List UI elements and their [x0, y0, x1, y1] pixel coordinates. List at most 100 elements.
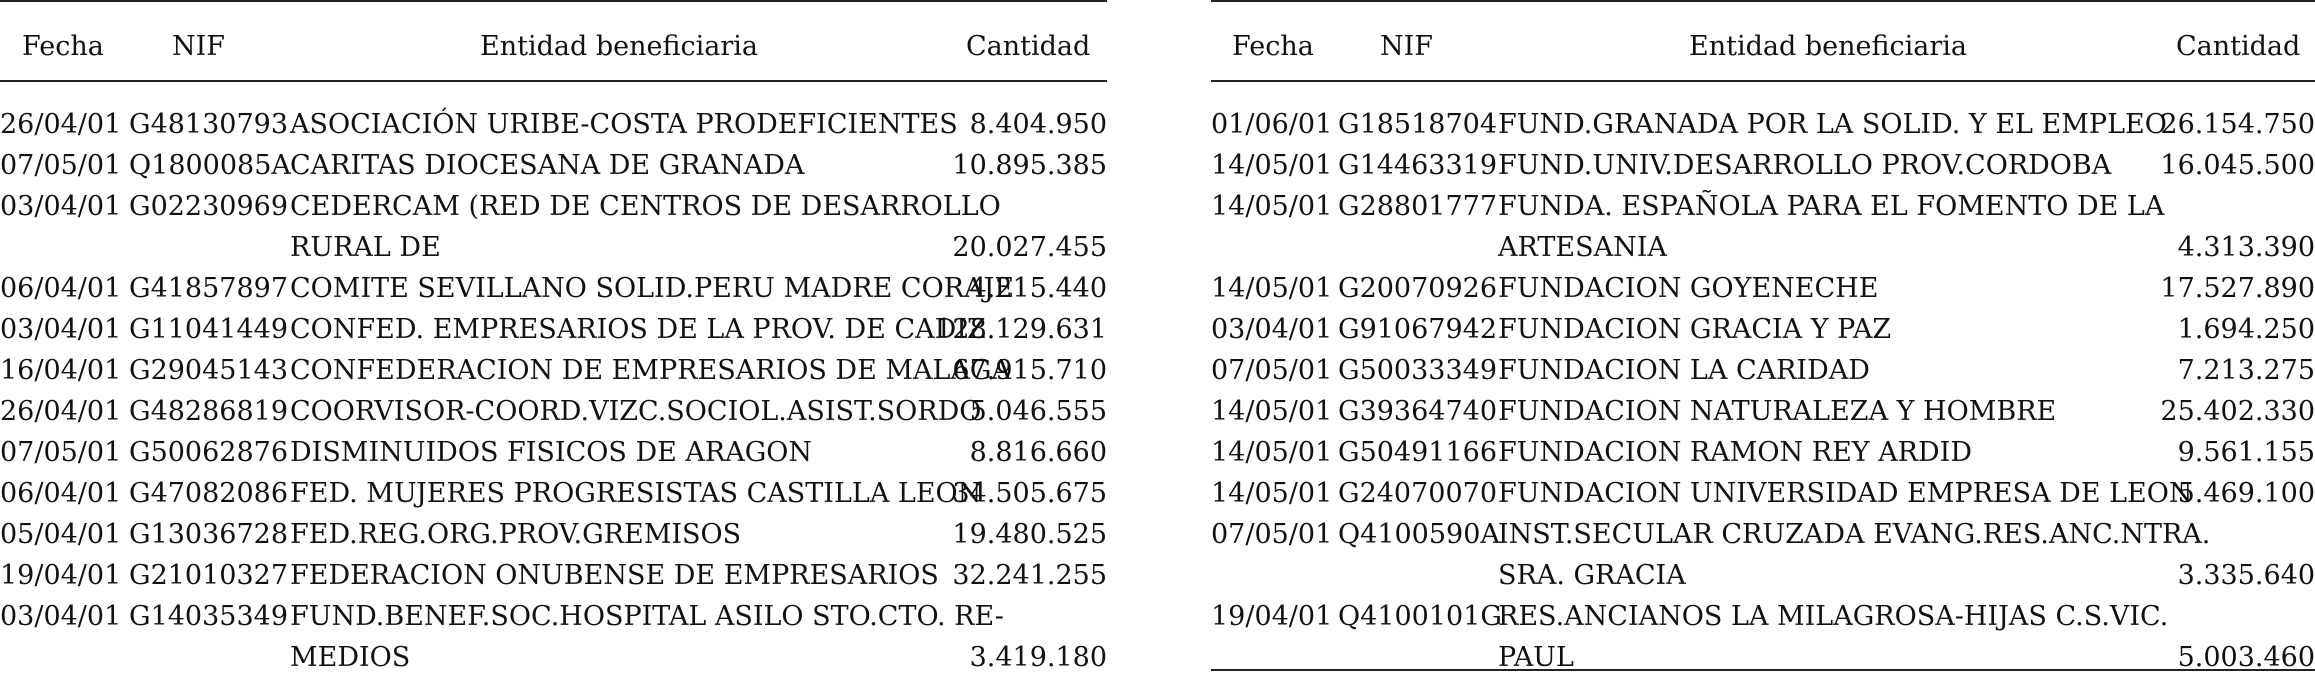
cell-entidad: DISMINUIDOS FISICOS DE ARAGON: [290, 437, 813, 468]
cell-fecha: 16/04/01: [0, 355, 122, 386]
cell-entidad: INST.SECULAR CRUZADA EVANG.RES.ANC.NTRA.: [1498, 519, 2211, 550]
cell-cantidad: 5.003.460: [2177, 642, 2315, 673]
cell-nif: G11041449: [129, 314, 288, 345]
cell-fecha: 19/04/01: [1211, 601, 1333, 632]
cell-cantidad: 1.694.250: [2177, 314, 2315, 345]
cell-nif: G50033349: [1338, 355, 1497, 386]
cell-fecha: 07/05/01: [0, 437, 122, 468]
cell-entidad: FUND.UNIV.DESARROLLO PROV.CORDOBA: [1498, 150, 2112, 181]
cell-cantidad: 34.505.675: [952, 478, 1107, 509]
cell-nif: Q4100101G: [1338, 601, 1502, 632]
cell-fecha: 14/05/01: [1211, 273, 1333, 304]
top-rule: [0, 0, 1107, 2]
cell-entidad: FED. MUJERES PROGRESISTAS CASTILLA LEON: [290, 478, 982, 509]
cell-fecha: 01/06/01: [1211, 109, 1333, 140]
header-entidad: Entidad beneficiaria: [480, 31, 758, 62]
cell-nif: Q1800085A: [129, 150, 291, 181]
cell-cantidad: 17.527.890: [2160, 273, 2315, 304]
cell-fecha: 14/05/01: [1211, 478, 1333, 509]
cell-entidad-continuation: RURAL DE: [290, 232, 441, 263]
cell-fecha: 26/04/01: [0, 109, 122, 140]
cell-entidad: FUNDACION RAMON REY ARDID: [1498, 437, 1972, 468]
cell-nif: G41857897: [129, 273, 288, 304]
cell-nif: G28801777: [1338, 191, 1497, 222]
header-nif: NIF: [172, 31, 226, 62]
header-fecha: Fecha: [22, 31, 104, 62]
cell-entidad: FED.REG.ORG.PROV.GREMISOS: [290, 519, 742, 550]
cell-entidad: FUNDACION NATURALEZA Y HOMBRE: [1498, 396, 2057, 427]
cell-cantidad: 32.241.255: [952, 560, 1107, 591]
cell-entidad: FUNDACION GOYENECHE: [1498, 273, 1879, 304]
cell-cantidad: 7.213.275: [2177, 355, 2315, 386]
cell-nif: G14463319: [1338, 150, 1497, 181]
cell-fecha: 26/04/01: [0, 396, 122, 427]
bottom-rule: [1211, 669, 2315, 671]
cell-cantidad: 19.480.525: [952, 519, 1107, 550]
cell-fecha: 05/04/01: [0, 519, 122, 550]
cell-cantidad: 9.561.155: [2177, 437, 2315, 468]
cell-cantidad: 67.915.710: [952, 355, 1107, 386]
cell-nif: G48286819: [129, 396, 288, 427]
cell-fecha: 19/04/01: [0, 560, 122, 591]
cell-cantidad: 20.027.455: [952, 232, 1107, 263]
cell-cantidad: 10.895.385: [952, 150, 1107, 181]
cell-cantidad: 5.046.555: [969, 396, 1107, 427]
cell-cantidad: 25.402.330: [2160, 396, 2315, 427]
cell-entidad: CONFED. EMPRESARIOS DE LA PROV. DE CADIZ: [290, 314, 986, 345]
cell-cantidad: 8.404.950: [969, 109, 1107, 140]
cell-fecha: 14/05/01: [1211, 191, 1333, 222]
cell-entidad: RES.ANCIANOS LA MILAGROSA-HIJAS C.S.VIC.: [1498, 601, 2169, 632]
cell-fecha: 07/05/01: [1211, 355, 1333, 386]
cell-entidad-continuation: PAUL: [1498, 642, 1574, 673]
header-entidad: Entidad beneficiaria: [1689, 31, 1967, 62]
cell-nif: G21010327: [129, 560, 288, 591]
cell-nif: G20070926: [1338, 273, 1497, 304]
cell-cantidad: 4.313.390: [2177, 232, 2315, 263]
cell-fecha: 03/04/01: [0, 191, 122, 222]
cell-cantidad: 8.816.660: [969, 437, 1107, 468]
cell-fecha: 06/04/01: [0, 478, 122, 509]
cell-nif: G18518704: [1338, 109, 1497, 140]
cell-fecha: 07/05/01: [0, 150, 122, 181]
cell-entidad-continuation: MEDIOS: [290, 642, 411, 673]
cell-fecha: 06/04/01: [0, 273, 122, 304]
cell-entidad: FUNDACION UNIVERSIDAD EMPRESA DE LEON: [1498, 478, 2193, 509]
cell-nif: G02230969: [129, 191, 288, 222]
cell-fecha: 03/04/01: [0, 601, 122, 632]
cell-cantidad: 26.154.750: [2160, 109, 2315, 140]
cell-cantidad: 128.129.631: [935, 314, 1107, 345]
cell-nif: G48130793: [129, 109, 288, 140]
cell-fecha: 07/05/01: [1211, 519, 1333, 550]
cell-entidad-continuation: ARTESANIA: [1498, 232, 1667, 263]
cell-entidad: FUNDACION LA CARIDAD: [1498, 355, 1870, 386]
cell-nif: G13036728: [129, 519, 288, 550]
cell-cantidad: 5.469.100: [2177, 478, 2315, 509]
header-nif: NIF: [1380, 31, 1434, 62]
cell-nif: G29045143: [129, 355, 288, 386]
cell-fecha: 03/04/01: [1211, 314, 1333, 345]
header-rule: [1211, 80, 2315, 82]
cell-entidad: FUNDA. ESPAÑOLA PARA EL FOMENTO DE LA: [1498, 191, 2165, 222]
cell-entidad: CARITAS DIOCESANA DE GRANADA: [290, 150, 805, 181]
cell-entidad: COMITE SEVILLANO SOLID.PERU MADRE CORAJE: [290, 273, 1015, 304]
cell-nif: G14035349: [129, 601, 288, 632]
cell-nif: G39364740: [1338, 396, 1497, 427]
cell-fecha: 14/05/01: [1211, 150, 1333, 181]
cell-nif: G50491166: [1338, 437, 1497, 468]
cell-cantidad: 3.335.640: [2177, 560, 2315, 591]
cell-nif: G24070070: [1338, 478, 1497, 509]
cell-entidad: FUND.BENEF.SOC.HOSPITAL ASILO STO.CTO. R…: [290, 601, 1004, 632]
cell-entidad: CONFEDERACION DE EMPRESARIOS DE MALAGA: [290, 355, 1011, 386]
header-fecha: Fecha: [1232, 31, 1314, 62]
cell-entidad: FUNDACION GRACIA Y PAZ: [1498, 314, 1892, 345]
header-cantidad: Cantidad: [2176, 31, 2301, 62]
cell-entidad-continuation: SRA. GRACIA: [1498, 560, 1686, 591]
cell-entidad: COORVISOR-COORD.VIZC.SOCIOL.ASIST.SORDO: [290, 396, 982, 427]
cell-fecha: 14/05/01: [1211, 396, 1333, 427]
top-rule: [1211, 0, 2315, 2]
cell-cantidad: 3.419.180: [969, 642, 1107, 673]
cell-fecha: 14/05/01: [1211, 437, 1333, 468]
cell-entidad: FEDERACION ONUBENSE DE EMPRESARIOS: [290, 560, 939, 591]
header-cantidad: Cantidad: [966, 31, 1091, 62]
cell-entidad: FUND.GRANADA POR LA SOLID. Y EL EMPLEO: [1498, 109, 2167, 140]
